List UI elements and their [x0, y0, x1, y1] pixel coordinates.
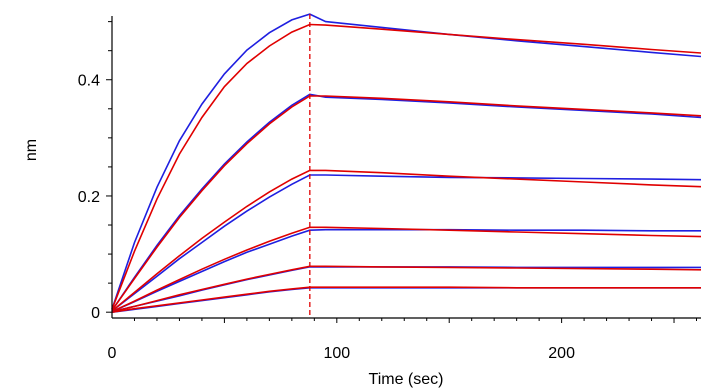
y-tick-label: 0: [91, 305, 100, 322]
series-line-fit-11: [111, 286, 701, 313]
series-line-fit-1: [111, 23, 701, 310]
series-line-fit-7: [111, 226, 701, 313]
y-axis-label: nm: [23, 139, 40, 161]
x-axis-label: Time (sec): [369, 371, 444, 388]
plot-area: [111, 13, 701, 318]
x-tick-label: 200: [548, 345, 575, 362]
axes: 0 0.2 0.4 0 100 200: [78, 16, 701, 362]
y-tick-label: 0.2: [78, 189, 100, 206]
series-line-measured-6: [111, 228, 701, 313]
series-line-fit-5: [111, 169, 701, 312]
y-tick-label: 0.4: [78, 73, 100, 90]
series-line-fit-3: [111, 95, 701, 311]
series-line-measured-2: [111, 93, 701, 311]
series-line-measured-0: [111, 13, 701, 310]
series-line-fit-9: [111, 265, 701, 313]
x-tick-label: 100: [323, 345, 350, 362]
series-line-measured-4: [111, 174, 701, 312]
x-tick-label: 0: [108, 345, 117, 362]
